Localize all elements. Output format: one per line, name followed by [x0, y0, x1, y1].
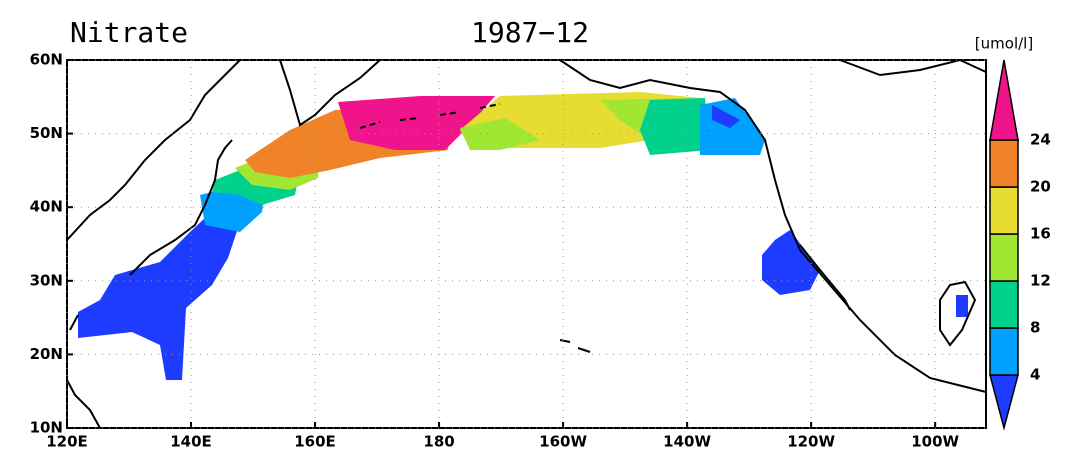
colorbar-segment: [989, 280, 1019, 329]
colorbar-tick-label: 16: [1030, 225, 1051, 243]
x-tick-label: 160E: [294, 433, 336, 451]
y-tick-label: 40N: [30, 198, 63, 216]
x-tick-label: 160W: [539, 433, 587, 451]
colorbar-tick-label: 4: [1030, 366, 1040, 384]
y-tick-label: 30N: [30, 271, 63, 289]
y-tick-label: 20N: [30, 345, 63, 363]
x-tick-label: 140W: [663, 433, 711, 451]
date: 1987−12: [471, 16, 589, 49]
colorbar-tick-label: 24: [1030, 131, 1051, 149]
map-frame: [66, 59, 987, 429]
x-tick-label: 120W: [787, 433, 835, 451]
colorbar-segment: [989, 59, 1019, 141]
x-tick-label: 100W: [911, 433, 959, 451]
title: Nitrate: [70, 16, 188, 49]
x-tick-label: 140E: [170, 433, 212, 451]
colorbar-label: [umol/l]: [975, 35, 1033, 53]
colorbar-tick-label: 12: [1030, 272, 1051, 290]
colorbar-segment: [989, 233, 1019, 282]
y-tick-label: 50N: [30, 124, 63, 142]
colorbar-segment: [989, 139, 1019, 188]
coastlines: [66, 58, 987, 429]
x-tick-label: 120E: [46, 433, 88, 451]
nitrate-field: [78, 92, 968, 380]
x-tick-label: 180: [423, 433, 454, 451]
colorbar-segment: [989, 374, 1019, 431]
colorbar-tick-label: 8: [1030, 319, 1040, 337]
y-tick-label: 10N: [30, 419, 63, 437]
y-tick-label: 60N: [30, 51, 63, 69]
colorbar-segment: [989, 186, 1019, 235]
colorbar-tick-label: 20: [1030, 178, 1051, 196]
colorbar-segment: [989, 327, 1019, 376]
